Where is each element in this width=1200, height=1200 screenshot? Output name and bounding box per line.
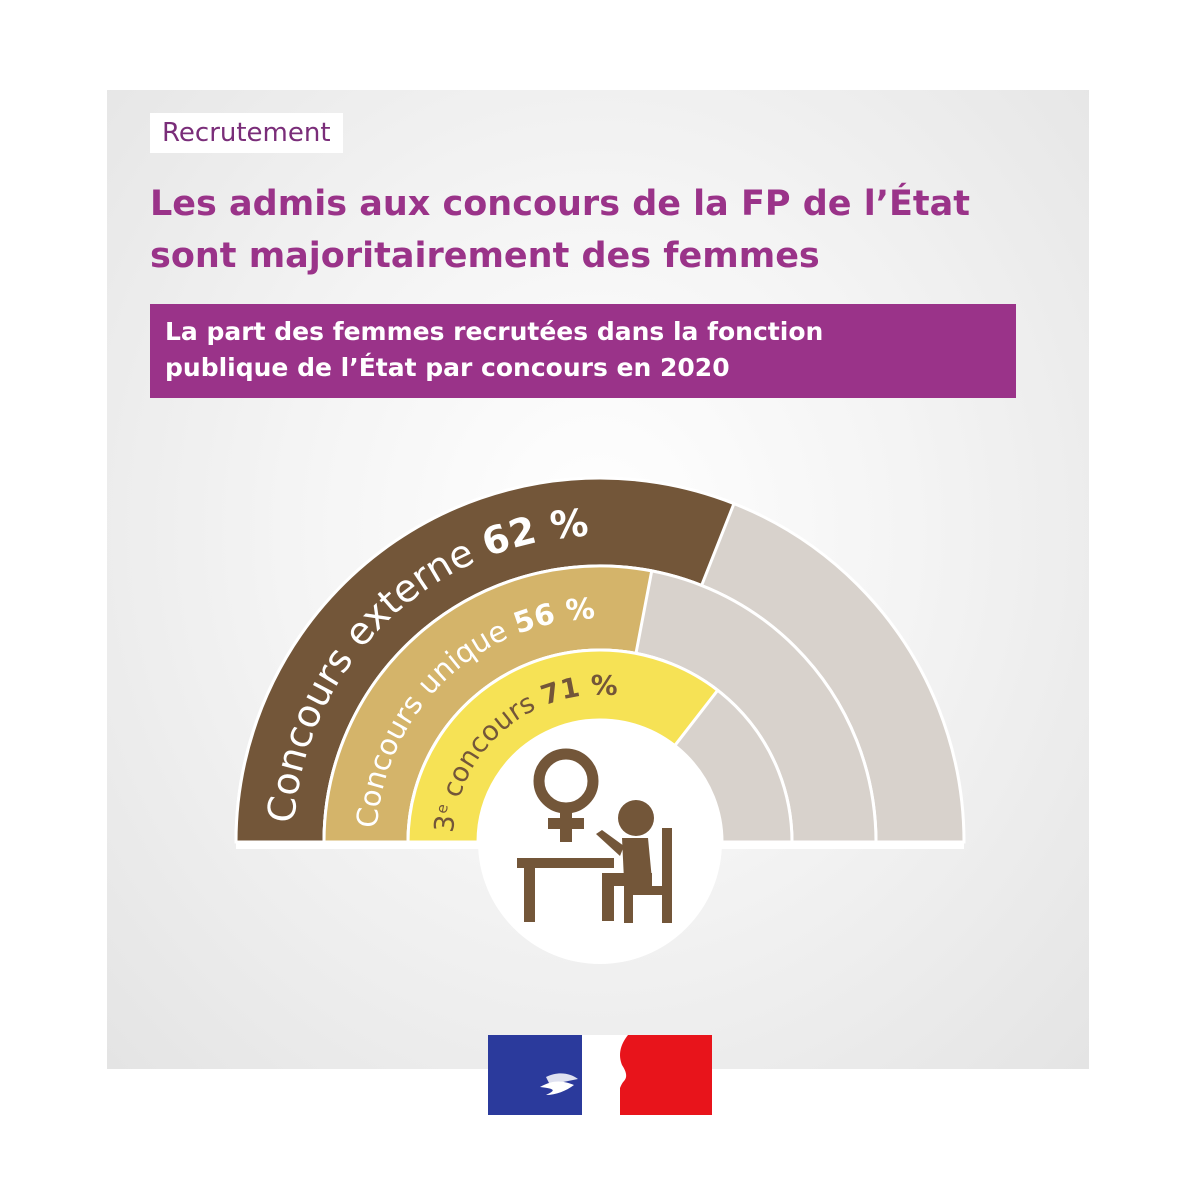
subtitle-line-1: La part des femmes recrutées dans la fon… — [165, 317, 824, 346]
woman-at-desk-icon — [517, 748, 672, 923]
category-tag: Recrutement — [150, 113, 343, 153]
title-line-1: Les admis aux concours de la FP de l’Éta… — [150, 184, 970, 224]
chart-subtitle: La part des femmes recrutées dans la fon… — [150, 304, 1016, 398]
chart-arcs — [234, 476, 966, 849]
subtitle-line-2: publique de l’État par concours en 2020 — [165, 353, 730, 382]
center-circle — [478, 720, 722, 964]
page-title: Les admis aux concours de la FP de l’Éta… — [150, 178, 1050, 282]
center-badge — [478, 720, 722, 964]
label-name-base-troisieme: 3 — [429, 813, 462, 834]
title-line-2: sont majoritairement des femmes — [150, 236, 820, 276]
label-name-sup-troisieme: e — [432, 802, 451, 815]
marianne-logo — [488, 1035, 712, 1115]
